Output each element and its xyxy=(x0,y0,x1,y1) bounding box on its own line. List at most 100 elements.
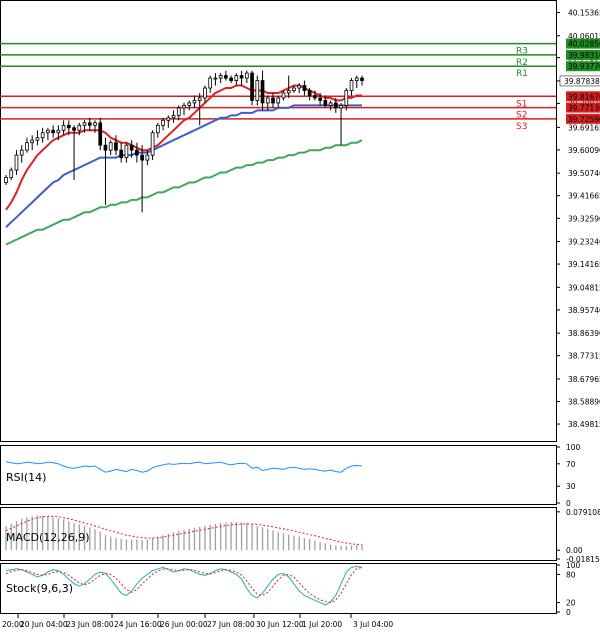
level-badge-s2 xyxy=(566,102,600,113)
candle-body xyxy=(307,90,312,96)
candle-body xyxy=(129,144,134,151)
rsi-tick-label: 30 xyxy=(566,482,576,491)
macd-histogram xyxy=(5,515,363,551)
stoch-tick-label: 100 xyxy=(566,561,581,570)
candle-body xyxy=(82,122,87,126)
candle-body xyxy=(323,100,328,106)
candle-body xyxy=(135,149,139,156)
ma-line-3 xyxy=(5,139,363,246)
current-price-marker: 39.87838 xyxy=(559,75,600,87)
candle-body xyxy=(66,124,71,129)
stoch-line-1 xyxy=(5,565,363,606)
candle-body xyxy=(333,102,338,109)
candle-body xyxy=(171,114,176,119)
candle-body xyxy=(150,132,155,156)
level-name-s1: S1 xyxy=(516,99,527,109)
candle-body xyxy=(218,75,223,79)
time-label: 20 Jun 04:00 xyxy=(20,620,68,629)
level-badge-r2 xyxy=(566,49,600,60)
candle-body xyxy=(51,129,55,134)
price-tick-label: 39.23240 xyxy=(568,238,600,247)
candle-body xyxy=(349,80,354,91)
candle-body xyxy=(297,85,302,89)
candle-body xyxy=(344,90,349,106)
price-tick-label: 39.50740 xyxy=(568,169,600,178)
ma-line-2 xyxy=(5,104,362,228)
macd-tick-label: 0.079108 xyxy=(566,508,600,517)
level-badge-r1 xyxy=(566,61,600,72)
macd-tick-label: -0.018159 xyxy=(566,555,600,564)
candle-body xyxy=(229,77,233,81)
candle-body xyxy=(360,77,364,81)
price-tick-label: 38.58890 xyxy=(568,397,600,406)
price-tick-label: 39.41665 xyxy=(568,192,600,201)
price-tick-label: 39.14165 xyxy=(568,260,600,269)
time-label: 30 Jun 12:00 xyxy=(256,620,304,629)
current-price-badge xyxy=(559,75,600,87)
candle-body xyxy=(182,105,186,109)
candle-body xyxy=(250,72,254,101)
candles xyxy=(4,70,364,213)
candle-body xyxy=(328,102,333,106)
candle-body xyxy=(354,77,359,81)
price-tick-label: 38.86390 xyxy=(568,329,600,338)
candle-body xyxy=(155,124,160,134)
stoch-line-2 xyxy=(5,566,363,604)
level-value-s1: 39.81670 xyxy=(568,92,600,101)
level-name-r3: R3 xyxy=(516,47,528,57)
candle-body xyxy=(292,87,296,91)
rsi-plot-frame xyxy=(0,445,557,505)
price-tick-label: 39.60090 xyxy=(568,146,600,155)
price-tick-label: 40.15365 xyxy=(568,9,600,18)
candle-body xyxy=(19,149,24,156)
macd-title: MACD(12,26,9) xyxy=(6,531,90,544)
level-name-r1: R1 xyxy=(516,69,528,79)
candle-body xyxy=(313,95,317,99)
price-tick-label: 39.69165 xyxy=(568,123,600,132)
candle-body xyxy=(40,132,45,139)
candle-body xyxy=(197,97,202,101)
time-label: 24 Jun 16:00 xyxy=(114,620,162,629)
candle-body xyxy=(255,80,260,101)
price-tick-label: 38.77315 xyxy=(568,352,600,361)
price-tick-label: 38.67965 xyxy=(568,375,600,384)
level-name-s3: S3 xyxy=(516,122,527,132)
time-label: 23 Jun 08:00 xyxy=(66,620,114,629)
macd-tick-label: 0.00 xyxy=(566,546,583,555)
level-value-s2: 39.77130 xyxy=(568,104,600,113)
rsi-line xyxy=(5,461,363,473)
candle-body xyxy=(30,139,35,144)
level-name-s2: S2 xyxy=(516,111,527,121)
candle-body xyxy=(140,154,144,161)
candle-body xyxy=(271,97,275,104)
stoch-tick-label: 80 xyxy=(566,570,576,579)
stoch-tick-label: 20 xyxy=(566,599,576,608)
stoch-tick-label: 0 xyxy=(566,608,571,617)
price-plot-frame xyxy=(0,0,557,442)
price-axis: 40.1536540.0601539.9723039.8783839.78820… xyxy=(556,9,600,429)
candle-body xyxy=(192,100,197,104)
time-label: 27 Jun 08:00 xyxy=(207,620,255,629)
candle-body xyxy=(244,72,249,79)
candle-body xyxy=(14,154,19,171)
level-badge-s3 xyxy=(566,113,600,124)
candle-body xyxy=(265,97,270,104)
candle-body xyxy=(145,154,150,161)
candle-body xyxy=(103,144,108,151)
level-name-r2: R2 xyxy=(516,58,528,68)
candle-body xyxy=(98,122,103,146)
candle-body xyxy=(224,75,228,79)
candle-body xyxy=(108,142,113,151)
current-price-label: 39.87838 xyxy=(564,77,600,86)
candle-body xyxy=(176,107,181,116)
candle-body xyxy=(213,77,218,80)
candle-body xyxy=(260,80,265,104)
candle-body xyxy=(35,137,40,141)
level-badge-s1 xyxy=(566,91,600,102)
rsi-axis: 100 70 30 0 xyxy=(556,443,581,508)
level-value-r1: 39.93770 xyxy=(568,62,600,71)
candle-body xyxy=(25,142,29,151)
